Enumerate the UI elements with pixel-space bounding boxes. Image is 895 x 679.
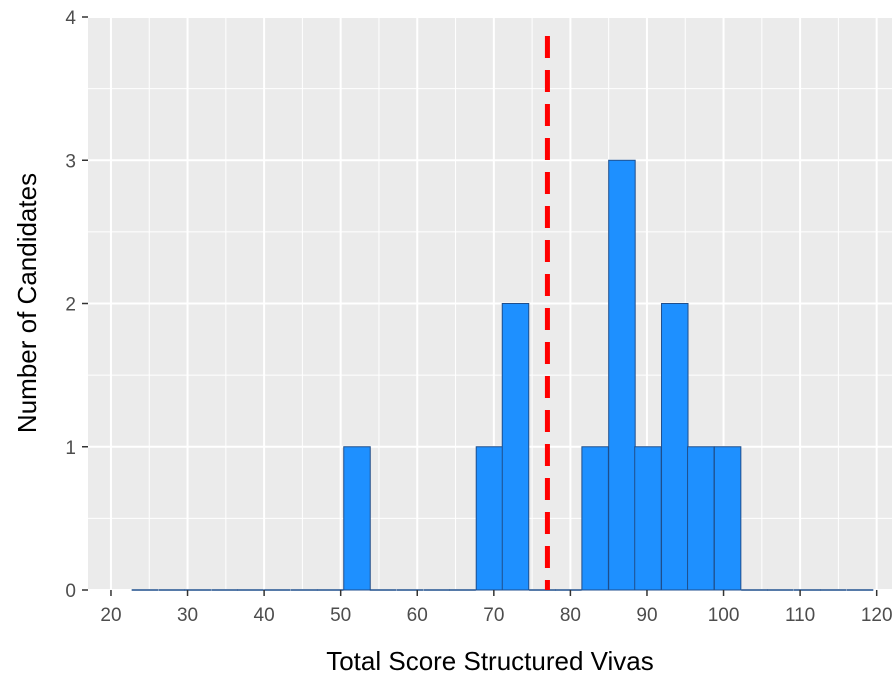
x-tick-label: 30: [177, 605, 198, 626]
x-tick-label: 80: [560, 605, 581, 626]
histogram-bar: [713, 446, 742, 591]
histogram-bar: [343, 446, 371, 591]
y-axis-title: Number of Candidates: [12, 173, 42, 433]
histogram-bar: [501, 303, 530, 591]
y-tick-label: 0: [65, 581, 76, 602]
y-tick-label: 4: [65, 8, 76, 29]
x-tick-label: 60: [407, 605, 428, 626]
x-axis-title: Total Score Structured Vivas: [326, 646, 654, 676]
x-tick-label: 20: [100, 605, 121, 626]
x-tick-label: 70: [483, 605, 504, 626]
histogram-bars: [131, 159, 874, 591]
x-tick-label: 50: [330, 605, 351, 626]
histogram-bar: [687, 446, 715, 591]
y-tick-label: 2: [65, 295, 76, 316]
x-tick-label: 110: [785, 605, 815, 626]
histogram-bar: [475, 446, 504, 591]
y-tick-label: 1: [65, 438, 76, 459]
histogram-bar: [608, 159, 636, 591]
axis-ticks: [82, 16, 878, 596]
histogram-bar: [581, 446, 609, 591]
x-tick-label: 120: [861, 605, 893, 626]
x-tick-label: 100: [708, 605, 740, 626]
y-tick-labels: 0 1 2 3 4: [65, 8, 76, 602]
y-tick-label: 3: [65, 151, 76, 172]
x-tick-labels: 20 30 40 50 60 70 80 90 100 110 120: [100, 605, 892, 626]
x-tick-label: 40: [254, 605, 275, 626]
x-tick-label: 90: [636, 605, 657, 626]
histogram-bar: [634, 446, 662, 591]
histogram-bar: [661, 303, 689, 591]
